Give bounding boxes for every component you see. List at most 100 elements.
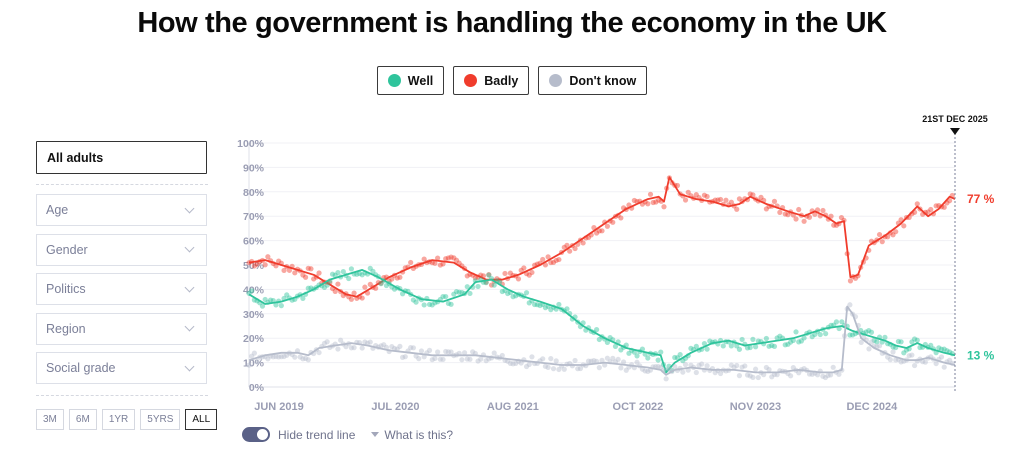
data-point (798, 338, 805, 344)
range-button-3m[interactable]: 3M (36, 409, 64, 430)
data-point (518, 360, 524, 366)
data-point (249, 353, 255, 359)
data-point (348, 296, 354, 302)
data-point (408, 259, 414, 266)
data-point (790, 365, 796, 371)
data-point (302, 274, 309, 280)
data-point (634, 359, 640, 365)
legend-item-dont-know[interactable]: Don't know (538, 66, 648, 95)
data-point (564, 306, 570, 312)
data-point (666, 366, 672, 372)
data-point (941, 346, 947, 352)
data-point (914, 337, 920, 343)
data-point (858, 339, 864, 346)
range-button-all[interactable]: ALL (185, 409, 218, 430)
legend-item-badly[interactable]: Badly (453, 66, 530, 95)
page-title: How the government is handling the econo… (137, 7, 887, 39)
filter-social-grade[interactable]: Social grade (36, 352, 207, 384)
data-point (418, 348, 425, 354)
data-point (882, 334, 888, 340)
data-point (445, 255, 452, 261)
data-point (435, 349, 441, 355)
data-point (410, 297, 416, 303)
range-button-6m[interactable]: 6M (68, 409, 97, 430)
data-point (728, 343, 734, 349)
range-button-1yr[interactable]: 1YR (101, 409, 136, 430)
data-point (324, 339, 330, 345)
data-point (311, 276, 317, 282)
data-point (302, 355, 309, 361)
data-point (755, 374, 761, 381)
data-point (866, 346, 872, 352)
data-point (526, 361, 532, 367)
filter-label: Politics (46, 282, 86, 296)
data-point (523, 363, 530, 370)
legend-label: Well (407, 73, 434, 88)
data-point (898, 359, 904, 365)
data-point (785, 370, 791, 377)
data-point (876, 343, 883, 349)
data-point (658, 364, 664, 370)
badly-dot-icon (464, 74, 478, 87)
data-point (499, 288, 505, 295)
legend-item-well[interactable]: Well (376, 66, 445, 95)
what-is-this-link[interactable]: What is this? (371, 428, 453, 442)
data-point (728, 362, 734, 368)
data-point (788, 339, 794, 345)
help-label: What is this? (384, 427, 454, 442)
data-point (356, 270, 363, 277)
filter-politics[interactable]: Politics (36, 273, 207, 305)
data-point (448, 349, 454, 355)
data-point (437, 356, 443, 362)
data-point (348, 266, 354, 272)
data-point (251, 263, 257, 269)
filter-age[interactable]: Age (36, 194, 207, 226)
data-point (575, 366, 581, 372)
data-point (895, 338, 902, 345)
data-point (510, 294, 516, 300)
data-point (308, 266, 314, 272)
data-point (443, 348, 449, 355)
data-point (542, 305, 549, 311)
data-point (410, 345, 416, 351)
data-point (885, 354, 891, 360)
data-point (421, 354, 427, 360)
hide-trend-line-toggle[interactable] (242, 427, 270, 442)
data-point (362, 339, 368, 345)
data-point (297, 354, 303, 360)
data-point (866, 328, 872, 334)
data-point (537, 302, 543, 309)
filter-gender[interactable]: Gender (36, 233, 207, 266)
well-dot-icon (387, 74, 401, 87)
data-point (526, 272, 532, 278)
data-point (348, 345, 354, 351)
data-point (828, 372, 834, 378)
data-point (701, 340, 707, 347)
data-point (429, 302, 435, 308)
data-point (699, 361, 705, 367)
data-point (890, 349, 896, 355)
data-point (561, 366, 567, 372)
data-point (278, 303, 284, 309)
data-point (305, 265, 311, 271)
data-point (370, 268, 376, 274)
population-selector[interactable]: All adults (36, 141, 207, 174)
data-point (486, 272, 492, 278)
data-point (488, 282, 495, 288)
data-point (734, 206, 740, 212)
time-range-buttons: 3M 6M 1YR 5YRS ALL (36, 409, 218, 430)
data-point (502, 270, 508, 277)
data-point (459, 289, 465, 296)
data-point (475, 283, 481, 290)
data-point (399, 354, 406, 360)
data-point (612, 343, 619, 349)
data-point (292, 270, 298, 276)
filter-region[interactable]: Region (36, 312, 207, 345)
y-tick-label: 90% (243, 162, 265, 174)
data-point (631, 197, 637, 204)
range-button-5yrs[interactable]: 5YRS (140, 409, 181, 430)
data-point (838, 214, 845, 221)
data-point (704, 346, 710, 352)
data-point (585, 358, 592, 364)
